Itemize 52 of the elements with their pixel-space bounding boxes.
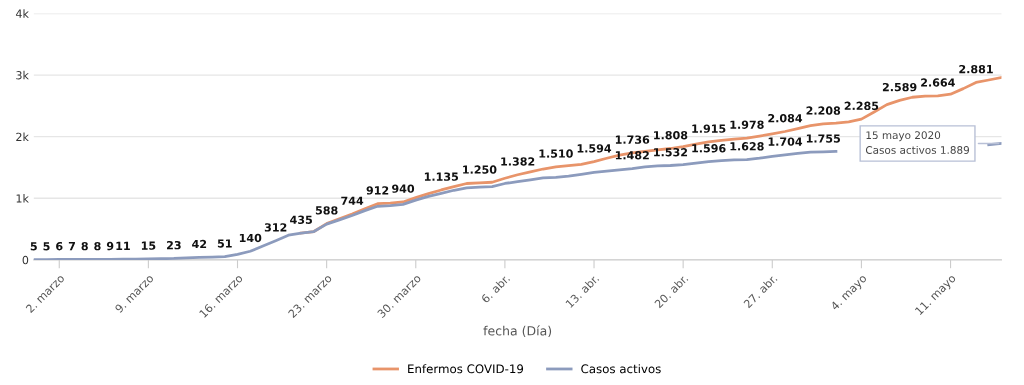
data-label: 1.382 [501, 157, 535, 166]
x-tick-label: 20. abr. [653, 273, 689, 309]
data-label: 1.596 [692, 144, 726, 153]
data-label: 9 [106, 241, 114, 251]
legend-label: Enfermos COVID-19 [408, 364, 524, 374]
data-label: 1.532 [654, 148, 688, 157]
y-tick-label: 1k [16, 194, 29, 203]
data-label: 1.510 [539, 149, 573, 158]
data-label: 2.664 [921, 78, 955, 87]
data-label: 1.808 [654, 131, 688, 140]
data-label: 51 [217, 239, 232, 248]
data-label: 2.589 [882, 82, 917, 92]
data-label: 1.704 [768, 137, 803, 146]
data-label: 1.135 [424, 172, 459, 181]
data-label: 2.084 [768, 114, 803, 123]
data-label: 8 [81, 241, 88, 251]
data-label: 23 [167, 240, 181, 250]
x-tick-label: 27. abr. [743, 273, 778, 309]
data-label: 7 [68, 242, 75, 251]
data-label: 5 [43, 242, 50, 251]
y-tick-label: 2k [16, 132, 29, 141]
y-tick-label: 0 [22, 255, 29, 265]
data-label: 15 [141, 241, 156, 250]
data-label: 1.628 [730, 142, 764, 151]
x-tick-label: 13. abr. [565, 273, 600, 309]
data-label: 140 [239, 233, 262, 243]
data-label: 1.978 [730, 120, 764, 129]
data-label: 6 [56, 242, 63, 251]
data-label: 8 [94, 241, 101, 251]
annotation: 15 mayo 2020 Casos activos 1.889 [865, 131, 970, 154]
x-tick-label: 6. abr. [480, 273, 511, 304]
data-label: 435 [290, 215, 312, 224]
y-tick-label: 3k [16, 70, 29, 80]
data-label: 1.736 [615, 135, 650, 144]
data-label: 588 [315, 206, 338, 215]
data-label: 2.285 [844, 101, 879, 111]
data-label: 312 [264, 223, 287, 232]
data-label: 42 [192, 239, 207, 249]
data-label: 11 [116, 241, 130, 250]
data-label: 912 [366, 186, 389, 195]
data-label: 940 [392, 184, 415, 193]
data-label: 1.594 [577, 144, 612, 153]
y-tick-label: 4k [15, 9, 29, 18]
data-label: 5 [30, 242, 37, 251]
data-label: 2.881 [959, 64, 993, 74]
x-axis-title: fecha (Día) [483, 325, 552, 337]
data-label: 1.250 [463, 165, 497, 174]
legend-label: Casos activos [581, 364, 661, 374]
data-label: 744 [341, 196, 364, 205]
data-label: 2.208 [806, 106, 841, 115]
data-label: 1.915 [692, 124, 726, 133]
data-label: 1.755 [806, 134, 841, 143]
